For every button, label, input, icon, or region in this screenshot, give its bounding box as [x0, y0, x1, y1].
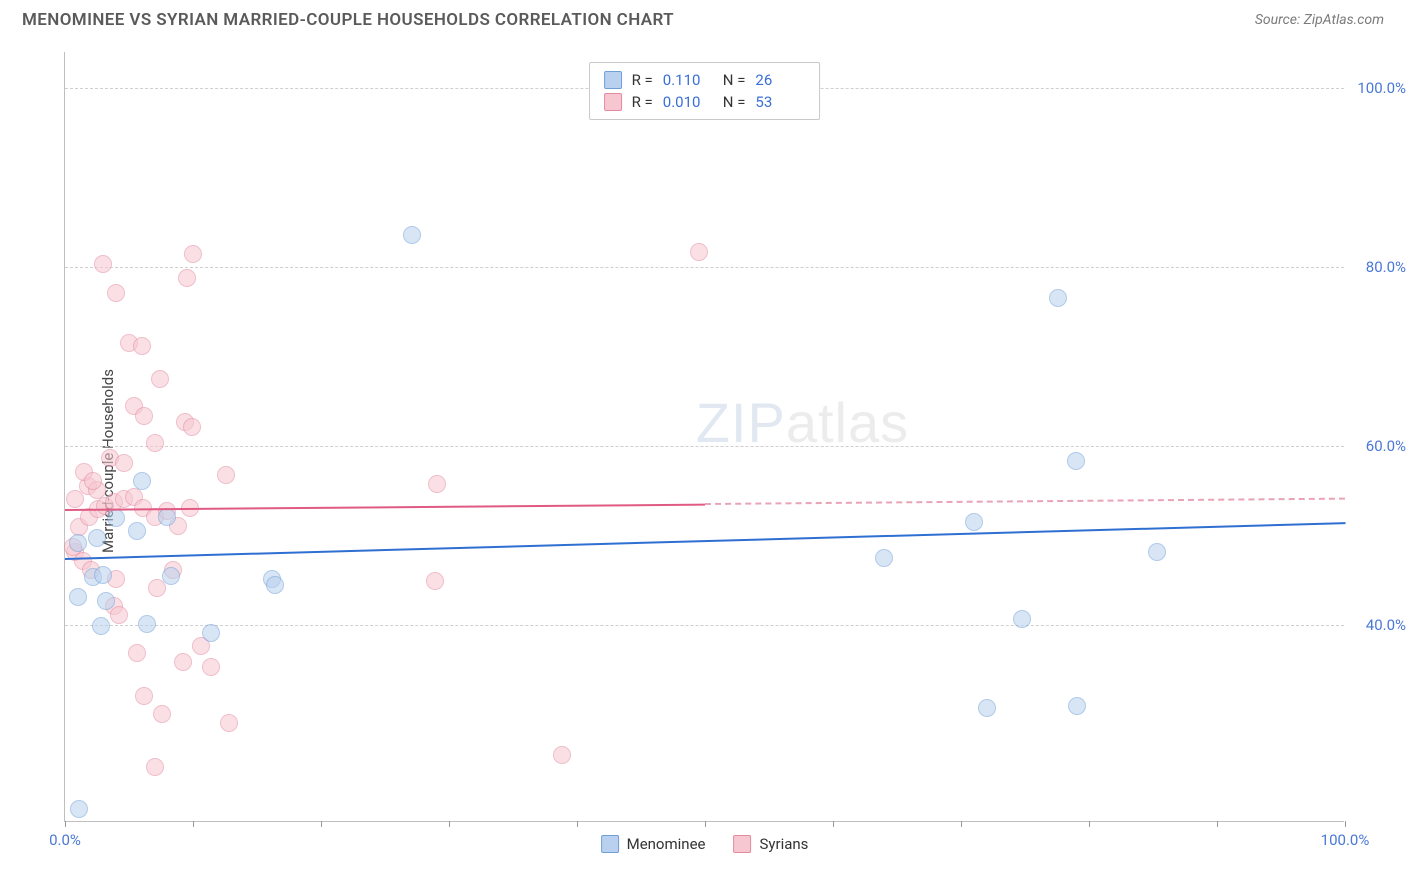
- plot-area: ZIPatlas R =0.110N =26R =0.010N =53 Meno…: [64, 52, 1344, 822]
- data-point: [69, 534, 87, 552]
- x-tick: [1345, 821, 1346, 827]
- r-label: R =: [632, 93, 653, 111]
- legend-item: Syrians: [733, 835, 808, 853]
- legend-label: Menominee: [627, 835, 706, 853]
- data-point: [128, 644, 146, 662]
- data-point: [153, 705, 171, 723]
- data-point: [115, 454, 133, 472]
- watermark-zip: ZIP: [696, 391, 786, 454]
- data-point: [875, 549, 893, 567]
- data-point: [148, 579, 166, 597]
- source-label: Source: ZipAtlas.com: [1255, 12, 1384, 28]
- gridline: [65, 625, 1344, 626]
- legend-bottom: Menominee Syrians: [601, 835, 809, 853]
- x-tick: [705, 821, 706, 827]
- r-value: 0.010: [663, 93, 713, 111]
- y-tick-label: 80.0%: [1366, 258, 1406, 276]
- gridline: [65, 446, 1344, 447]
- data-point: [1068, 697, 1086, 715]
- chart-title: MENOMINEE VS SYRIAN MARRIED-COUPLE HOUSE…: [22, 10, 674, 30]
- data-point: [70, 800, 88, 818]
- data-point: [1049, 289, 1067, 307]
- r-value: 0.110: [663, 71, 713, 89]
- gridline: [65, 267, 1344, 268]
- data-point: [138, 615, 156, 633]
- trend-line: [705, 498, 1345, 505]
- legend-swatch: [733, 835, 751, 853]
- data-point: [135, 687, 153, 705]
- data-point: [174, 653, 192, 671]
- stats-row: R = 0.010 N = 53: [604, 91, 806, 113]
- data-point: [690, 243, 708, 261]
- legend-swatch: [604, 71, 622, 89]
- data-point: [107, 509, 125, 527]
- x-tick: [961, 821, 962, 827]
- n-value: 53: [755, 93, 805, 111]
- data-point: [183, 418, 201, 436]
- r-label: R =: [632, 71, 653, 89]
- data-point: [146, 434, 164, 452]
- y-tick-label: 40.0%: [1366, 616, 1406, 634]
- legend-swatch: [601, 835, 619, 853]
- x-tick-label: 0.0%: [49, 831, 81, 849]
- x-tick: [321, 821, 322, 827]
- x-tick: [577, 821, 578, 827]
- n-label: N =: [723, 71, 746, 89]
- data-point: [128, 522, 146, 540]
- x-tick-label: 100.0%: [1321, 831, 1370, 849]
- data-point: [92, 617, 110, 635]
- data-point: [97, 592, 115, 610]
- data-point: [1013, 610, 1031, 628]
- data-point: [66, 490, 84, 508]
- data-point: [965, 513, 983, 531]
- x-tick: [193, 821, 194, 827]
- legend-swatch: [604, 93, 622, 111]
- data-point: [107, 284, 125, 302]
- y-tick-label: 100.0%: [1357, 79, 1406, 97]
- chart-container: Married-couple Households ZIPatlas R =0.…: [22, 42, 1384, 880]
- data-point: [202, 658, 220, 676]
- data-point: [220, 714, 238, 732]
- data-point: [146, 758, 164, 776]
- data-point: [1148, 543, 1166, 561]
- x-tick: [65, 821, 66, 827]
- data-point: [135, 407, 153, 425]
- n-label: N =: [723, 93, 746, 111]
- data-point: [84, 472, 102, 490]
- data-point: [426, 572, 444, 590]
- data-point: [110, 606, 128, 624]
- data-point: [94, 255, 112, 273]
- data-point: [553, 746, 571, 764]
- watermark-atlas: atlas: [786, 391, 909, 454]
- data-point: [133, 337, 151, 355]
- data-point: [151, 370, 169, 388]
- data-point: [217, 466, 235, 484]
- data-point: [184, 245, 202, 263]
- x-tick: [833, 821, 834, 827]
- legend-item: Menominee: [601, 835, 706, 853]
- data-point: [162, 567, 180, 585]
- data-point: [69, 588, 87, 606]
- x-tick: [1217, 821, 1218, 827]
- data-point: [266, 576, 284, 594]
- n-value: 26: [755, 71, 805, 89]
- y-tick-label: 60.0%: [1366, 437, 1406, 455]
- legend-label: Syrians: [759, 835, 808, 853]
- data-point: [1067, 452, 1085, 470]
- x-tick: [1089, 821, 1090, 827]
- data-point: [978, 699, 996, 717]
- x-tick: [449, 821, 450, 827]
- data-point: [178, 269, 196, 287]
- data-point: [133, 472, 151, 490]
- data-point: [403, 226, 421, 244]
- stats-row: R = 0.110 N = 26: [604, 69, 806, 91]
- data-point: [94, 566, 112, 584]
- data-point: [88, 529, 106, 547]
- data-point: [202, 624, 220, 642]
- data-point: [428, 475, 446, 493]
- correlation-stats-box: R = 0.110 N = 26 R = 0.010 N = 53: [589, 62, 821, 120]
- data-point: [158, 508, 176, 526]
